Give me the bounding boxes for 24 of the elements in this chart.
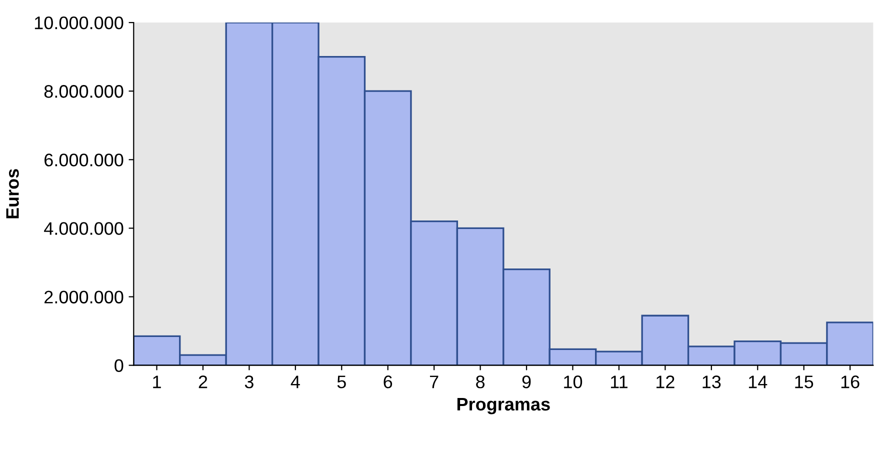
x-tick-label: 5 [337,376,346,388]
x-tick-label: 2 [198,376,208,388]
x-tick-label: 11 [610,376,628,388]
x-tick-label: 14 [748,376,768,388]
x-tick-label: 16 [841,376,860,388]
x-tick-label: 15 [795,376,814,388]
y-axis-title: Euros [6,169,19,218]
y-tick-label: 6.000.000 [44,154,124,166]
x-tick-label: 1 [153,376,161,388]
y-tick-label: 4.000.000 [44,222,124,235]
x-axis-title: Programas [457,398,550,414]
x-tick-label: 4 [290,376,300,388]
x-tick-label: 8 [476,376,485,388]
x-tick-label: 6 [384,376,392,388]
x-tick-label: 13 [702,376,721,388]
y-tick-label: 8.000.000 [44,85,124,98]
y-tick-label: 10.000.000 [34,16,124,30]
y-tick-label: 2.000.000 [44,290,124,304]
x-tick-label: 10 [564,376,582,388]
x-tick-label: 12 [656,376,674,388]
x-tick-label: 3 [244,376,254,388]
y-tick-label: 0 [114,359,124,372]
x-tick-label: 7 [430,376,438,388]
x-tick-label: 9 [522,376,531,388]
